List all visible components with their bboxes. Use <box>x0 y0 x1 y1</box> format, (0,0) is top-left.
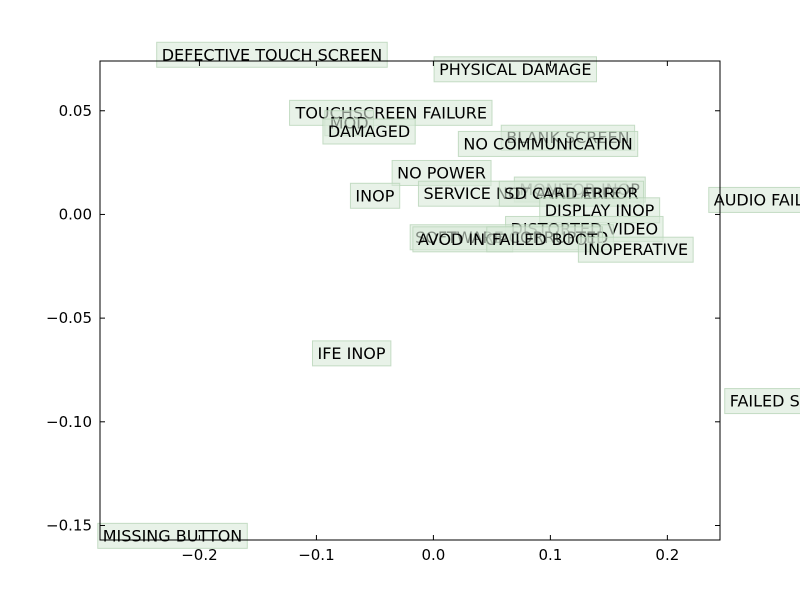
point-label-box <box>724 388 800 415</box>
point-label: AVOD INOP <box>418 230 508 249</box>
y-tick-label: 0.05 <box>59 102 92 120</box>
point-label-box <box>349 182 401 209</box>
x-tick-label: −0.2 <box>181 546 217 564</box>
point-label-box <box>97 522 248 549</box>
x-tick-label: 0.0 <box>421 546 445 564</box>
point-label: FAILED SW <box>730 392 800 411</box>
point-label: INOPERATIVE <box>583 240 688 259</box>
point-label: DEFECTIVE TOUCH SCREEN <box>162 45 383 64</box>
data-point: MISSING BUTTON <box>97 522 248 549</box>
y-tick-label: −0.05 <box>46 309 92 327</box>
point-label: DISPLAY INOP <box>545 201 655 220</box>
x-tick-label: −0.1 <box>298 546 334 564</box>
y-tick-label: −0.15 <box>46 516 92 534</box>
point-label: AUDIO FAIL <box>714 190 800 209</box>
data-point: IFE INOP <box>311 340 392 367</box>
point-label: IFE INOP <box>317 344 385 363</box>
point-label-box <box>156 41 388 68</box>
point-label: FAILED BOOT <box>492 230 598 249</box>
data-point: NO POWER <box>391 159 492 186</box>
x-tick-label: 0.2 <box>655 546 679 564</box>
point-label: MISSING BUTTON <box>103 526 243 545</box>
data-point: FAILED SW <box>724 388 800 415</box>
data-point: NO COMMUNICATION <box>457 130 639 157</box>
plot-frame <box>99 60 721 541</box>
point-label: NO COMMUNICATION <box>463 134 632 153</box>
x-tick-label: 0.1 <box>538 546 562 564</box>
point-label: DAMAGED <box>328 122 410 141</box>
data-point: DAMAGED <box>322 118 416 145</box>
y-tick-label: −0.10 <box>46 413 92 431</box>
data-point: INOPERATIVE <box>577 236 694 263</box>
point-label-box <box>322 118 416 145</box>
point-label-box <box>708 186 800 213</box>
point-label-box <box>457 130 639 157</box>
point-label: NO POWER <box>397 163 486 182</box>
point-label: INOP <box>355 186 394 205</box>
data-point: DEFECTIVE TOUCH SCREEN <box>156 41 388 68</box>
data-point: INOP <box>349 182 401 209</box>
point-label-box <box>577 236 694 263</box>
point-label: PHYSICAL DAMAGE <box>439 60 591 79</box>
data-point: AUDIO FAIL <box>708 186 800 213</box>
y-tick-label: 0.00 <box>59 205 92 223</box>
point-label-box <box>311 340 392 367</box>
axes-layer: −0.2 −0.1 0.0 0.1 0.2 0.05 0.00 −0.05 −0.10 −0.15 <box>46 60 721 564</box>
